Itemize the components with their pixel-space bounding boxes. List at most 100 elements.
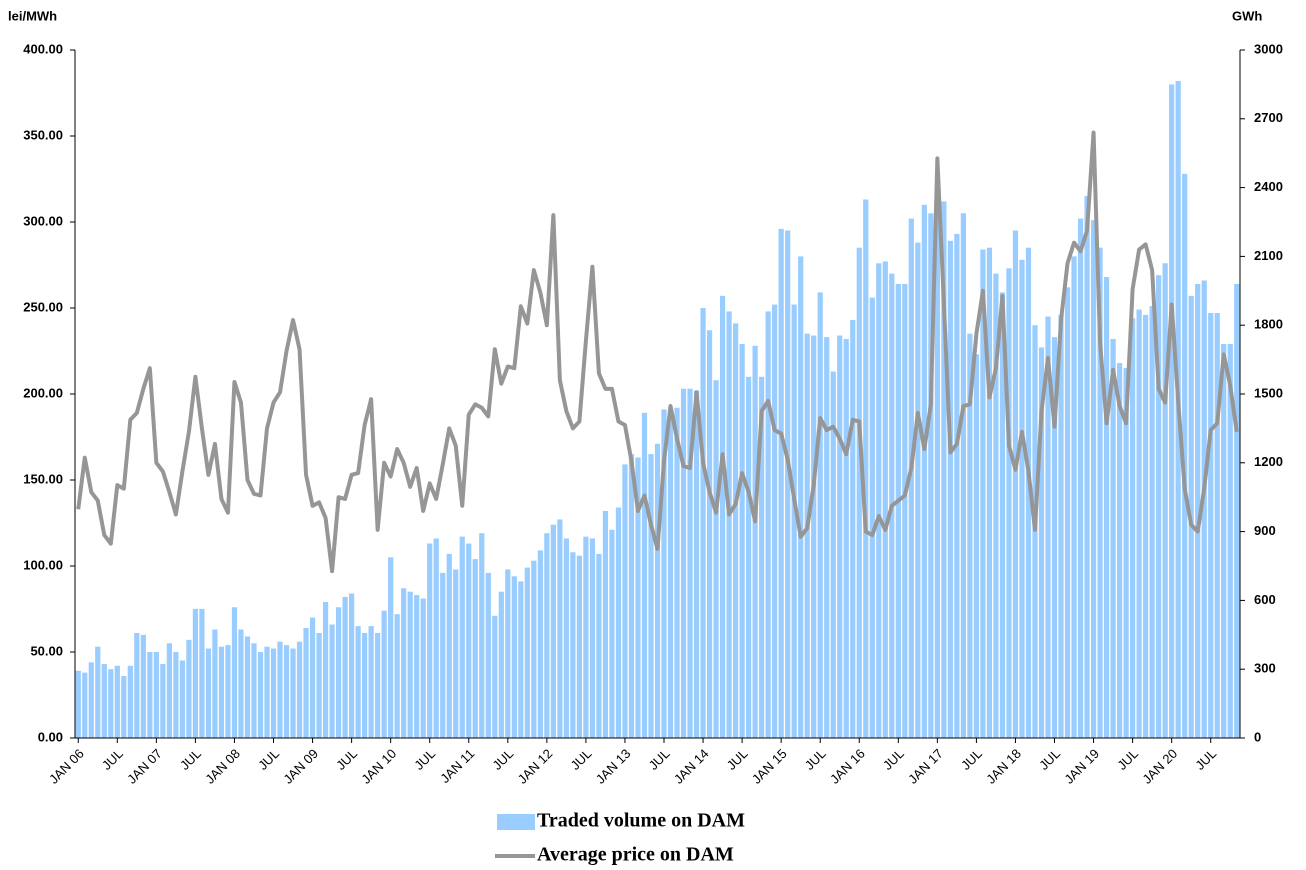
y-tick-label: 400.00 bbox=[23, 41, 63, 56]
x-tick-label: JUL bbox=[802, 746, 829, 773]
bar bbox=[485, 572, 491, 738]
legend-label: Average price on DAM bbox=[537, 844, 734, 866]
bar bbox=[648, 454, 654, 738]
bar bbox=[1149, 306, 1155, 738]
bar bbox=[824, 337, 830, 738]
bar bbox=[1162, 263, 1168, 738]
y2-tick-label: 2400 bbox=[1254, 179, 1283, 194]
bar bbox=[251, 643, 257, 738]
bar bbox=[602, 510, 609, 738]
y2-tick-label: 1500 bbox=[1254, 385, 1283, 400]
bar bbox=[394, 614, 400, 738]
bar bbox=[1019, 259, 1025, 738]
x-tick-label: JAN 16 bbox=[827, 746, 868, 787]
bar bbox=[283, 645, 290, 738]
bar bbox=[231, 607, 238, 738]
bar bbox=[218, 646, 225, 738]
bar bbox=[609, 529, 615, 738]
bar bbox=[303, 627, 309, 738]
bar bbox=[628, 454, 635, 738]
bar bbox=[316, 632, 322, 738]
x-tick-label: JAN 08 bbox=[202, 746, 243, 787]
legend-label: Traded volume on DAM bbox=[537, 810, 745, 832]
bar bbox=[902, 283, 908, 738]
bar bbox=[791, 304, 797, 738]
bar bbox=[75, 670, 81, 738]
y2-tick-label: 2700 bbox=[1254, 110, 1283, 125]
y2-tick-label: 1200 bbox=[1254, 454, 1283, 469]
bar bbox=[700, 308, 706, 738]
bar bbox=[1064, 287, 1071, 738]
bar bbox=[693, 390, 700, 738]
bar bbox=[1045, 316, 1051, 738]
bar bbox=[1097, 247, 1103, 738]
bar bbox=[1012, 230, 1019, 738]
bar bbox=[615, 507, 622, 738]
y2-tick-label: 1800 bbox=[1254, 317, 1283, 332]
y-tick-label: 300.00 bbox=[23, 213, 63, 228]
bar bbox=[947, 240, 953, 738]
x-tick-label: JAN 13 bbox=[593, 746, 634, 787]
bar bbox=[349, 593, 355, 738]
bar bbox=[837, 335, 843, 738]
bar bbox=[739, 344, 745, 738]
bar bbox=[401, 588, 407, 738]
bar bbox=[882, 261, 888, 738]
bar bbox=[388, 557, 394, 738]
bar bbox=[173, 652, 179, 738]
bar bbox=[570, 552, 576, 738]
bar bbox=[270, 648, 277, 738]
bar bbox=[726, 311, 732, 738]
bar bbox=[88, 662, 94, 738]
x-tick-label: JAN 18 bbox=[983, 746, 1024, 787]
x-tick-label: JUL bbox=[411, 746, 438, 773]
bar bbox=[928, 213, 934, 738]
bar bbox=[960, 213, 966, 738]
bar bbox=[440, 572, 446, 738]
bar bbox=[414, 595, 420, 738]
x-tick-label: JUL bbox=[489, 746, 516, 773]
bar bbox=[1058, 314, 1064, 738]
x-tick-label: JAN 10 bbox=[358, 746, 399, 787]
x-tick-label: JUL bbox=[568, 746, 595, 773]
bar bbox=[108, 669, 114, 738]
bar bbox=[212, 629, 218, 738]
bar bbox=[596, 553, 602, 738]
bar bbox=[869, 297, 875, 738]
bar bbox=[407, 591, 413, 738]
bar bbox=[752, 345, 758, 738]
bar bbox=[1130, 318, 1136, 738]
bar bbox=[446, 553, 452, 738]
bar bbox=[921, 204, 927, 739]
bar bbox=[1182, 173, 1188, 739]
y2-tick-label: 300 bbox=[1254, 661, 1276, 676]
bar bbox=[537, 550, 543, 738]
y2-tick-label: 600 bbox=[1254, 592, 1276, 607]
x-tick-label: JAN 06 bbox=[46, 746, 87, 787]
bar bbox=[427, 543, 433, 738]
bar bbox=[772, 304, 778, 738]
x-tick-label: JAN 17 bbox=[905, 746, 946, 787]
price-line bbox=[76, 130, 1239, 574]
bar bbox=[680, 388, 687, 738]
bar bbox=[511, 576, 517, 738]
bar bbox=[290, 648, 296, 738]
bar bbox=[1090, 220, 1097, 738]
y-tick-label: 100.00 bbox=[23, 557, 63, 572]
bar bbox=[1077, 218, 1084, 738]
bar bbox=[1234, 283, 1240, 738]
y-axis-label: lei/MWh bbox=[8, 8, 57, 23]
y2-tick-label: 3000 bbox=[1254, 41, 1283, 56]
x-tick-label: JAN 15 bbox=[749, 746, 790, 787]
y-tick-label: 150.00 bbox=[23, 471, 63, 486]
bar bbox=[368, 626, 374, 738]
bar bbox=[1208, 313, 1214, 738]
bar bbox=[1006, 268, 1012, 738]
bar bbox=[713, 380, 719, 738]
bar bbox=[661, 409, 667, 738]
bar bbox=[778, 228, 784, 738]
bar bbox=[967, 333, 973, 738]
bar bbox=[550, 524, 556, 738]
bar bbox=[355, 626, 361, 738]
